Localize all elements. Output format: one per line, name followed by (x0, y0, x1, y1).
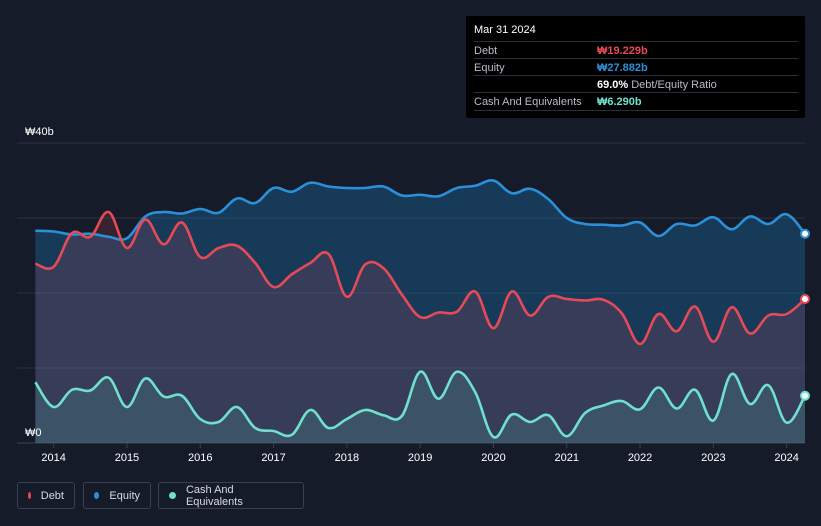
legend-label: Equity (109, 489, 140, 502)
tooltip-label: Cash And Equivalents (474, 96, 582, 108)
debt-line (34, 210, 806, 346)
tooltip-row-cash: Cash And Equivalents ₩6.290b (474, 92, 798, 111)
cash-and-equivalents-line (34, 370, 807, 439)
x-tick-label: 2017 (261, 452, 285, 464)
tooltip-label: Equity (474, 62, 505, 74)
gridlines (17, 142, 805, 444)
cash-and-equivalents-area (35, 371, 806, 443)
legend-dot (94, 492, 100, 499)
x-tick-label: 2018 (335, 452, 359, 464)
legend-label: Debt (40, 489, 64, 502)
x-tick-label: 2016 (188, 452, 212, 464)
debt-area (35, 211, 806, 443)
cash-and-equivalents-end-marker (800, 390, 810, 401)
equity-end-marker (800, 228, 810, 239)
tooltip-ratio-suffix: Debt/Equity Ratio (631, 79, 717, 91)
series-end-markers (800, 228, 810, 401)
legend-item-equity[interactable]: Equity (83, 482, 151, 509)
equity-line (35, 178, 806, 241)
legend-item-cash[interactable]: Cash And Equivalents (158, 482, 304, 509)
x-tick-label: 2023 (701, 452, 725, 464)
legend-label: Cash And Equivalents (185, 483, 243, 508)
y-tick-label-bottom: ₩0 (25, 427, 42, 439)
x-tick-label: 2021 (555, 452, 579, 464)
legend-dot (28, 492, 31, 499)
tooltip-value: ₩19.229b (597, 45, 648, 57)
tooltip-value: ₩6.290b (597, 96, 642, 108)
legend-dot (169, 492, 176, 499)
x-tick-label: 2019 (408, 452, 432, 464)
tooltip-row-ratio: 69.0% Debt/Equity Ratio (474, 75, 798, 93)
debt-end-marker (800, 294, 810, 304)
tooltip-date: Mar 31 2024 (474, 24, 536, 36)
tooltip-ratio-value: 69.0% (597, 79, 629, 91)
series-lines (34, 178, 807, 439)
x-tick-label: 2022 (628, 452, 652, 464)
tooltip: Mar 31 2024 Debt ₩19.229b Equity ₩27.882… (466, 16, 805, 118)
x-tick-label: 2015 (115, 452, 139, 464)
legend-item-debt[interactable]: Debt (17, 482, 75, 509)
y-tick-label-top: ₩40b (25, 126, 54, 138)
tooltip-row-equity: Equity ₩27.882b (474, 58, 798, 76)
x-tick-label: 2020 (481, 452, 505, 464)
tooltip-row-debt: Debt ₩19.229b (474, 41, 798, 59)
x-tick-label: 2014 (41, 452, 65, 464)
x-tick-label: 2024 (774, 452, 798, 464)
x-axis-ticks: 2014 2015 2016 2017 2018 2019 2020 2021 2022 2023… (41, 443, 799, 464)
tooltip-value: ₩27.882b (597, 62, 648, 74)
tooltip-label: Debt (474, 45, 498, 57)
